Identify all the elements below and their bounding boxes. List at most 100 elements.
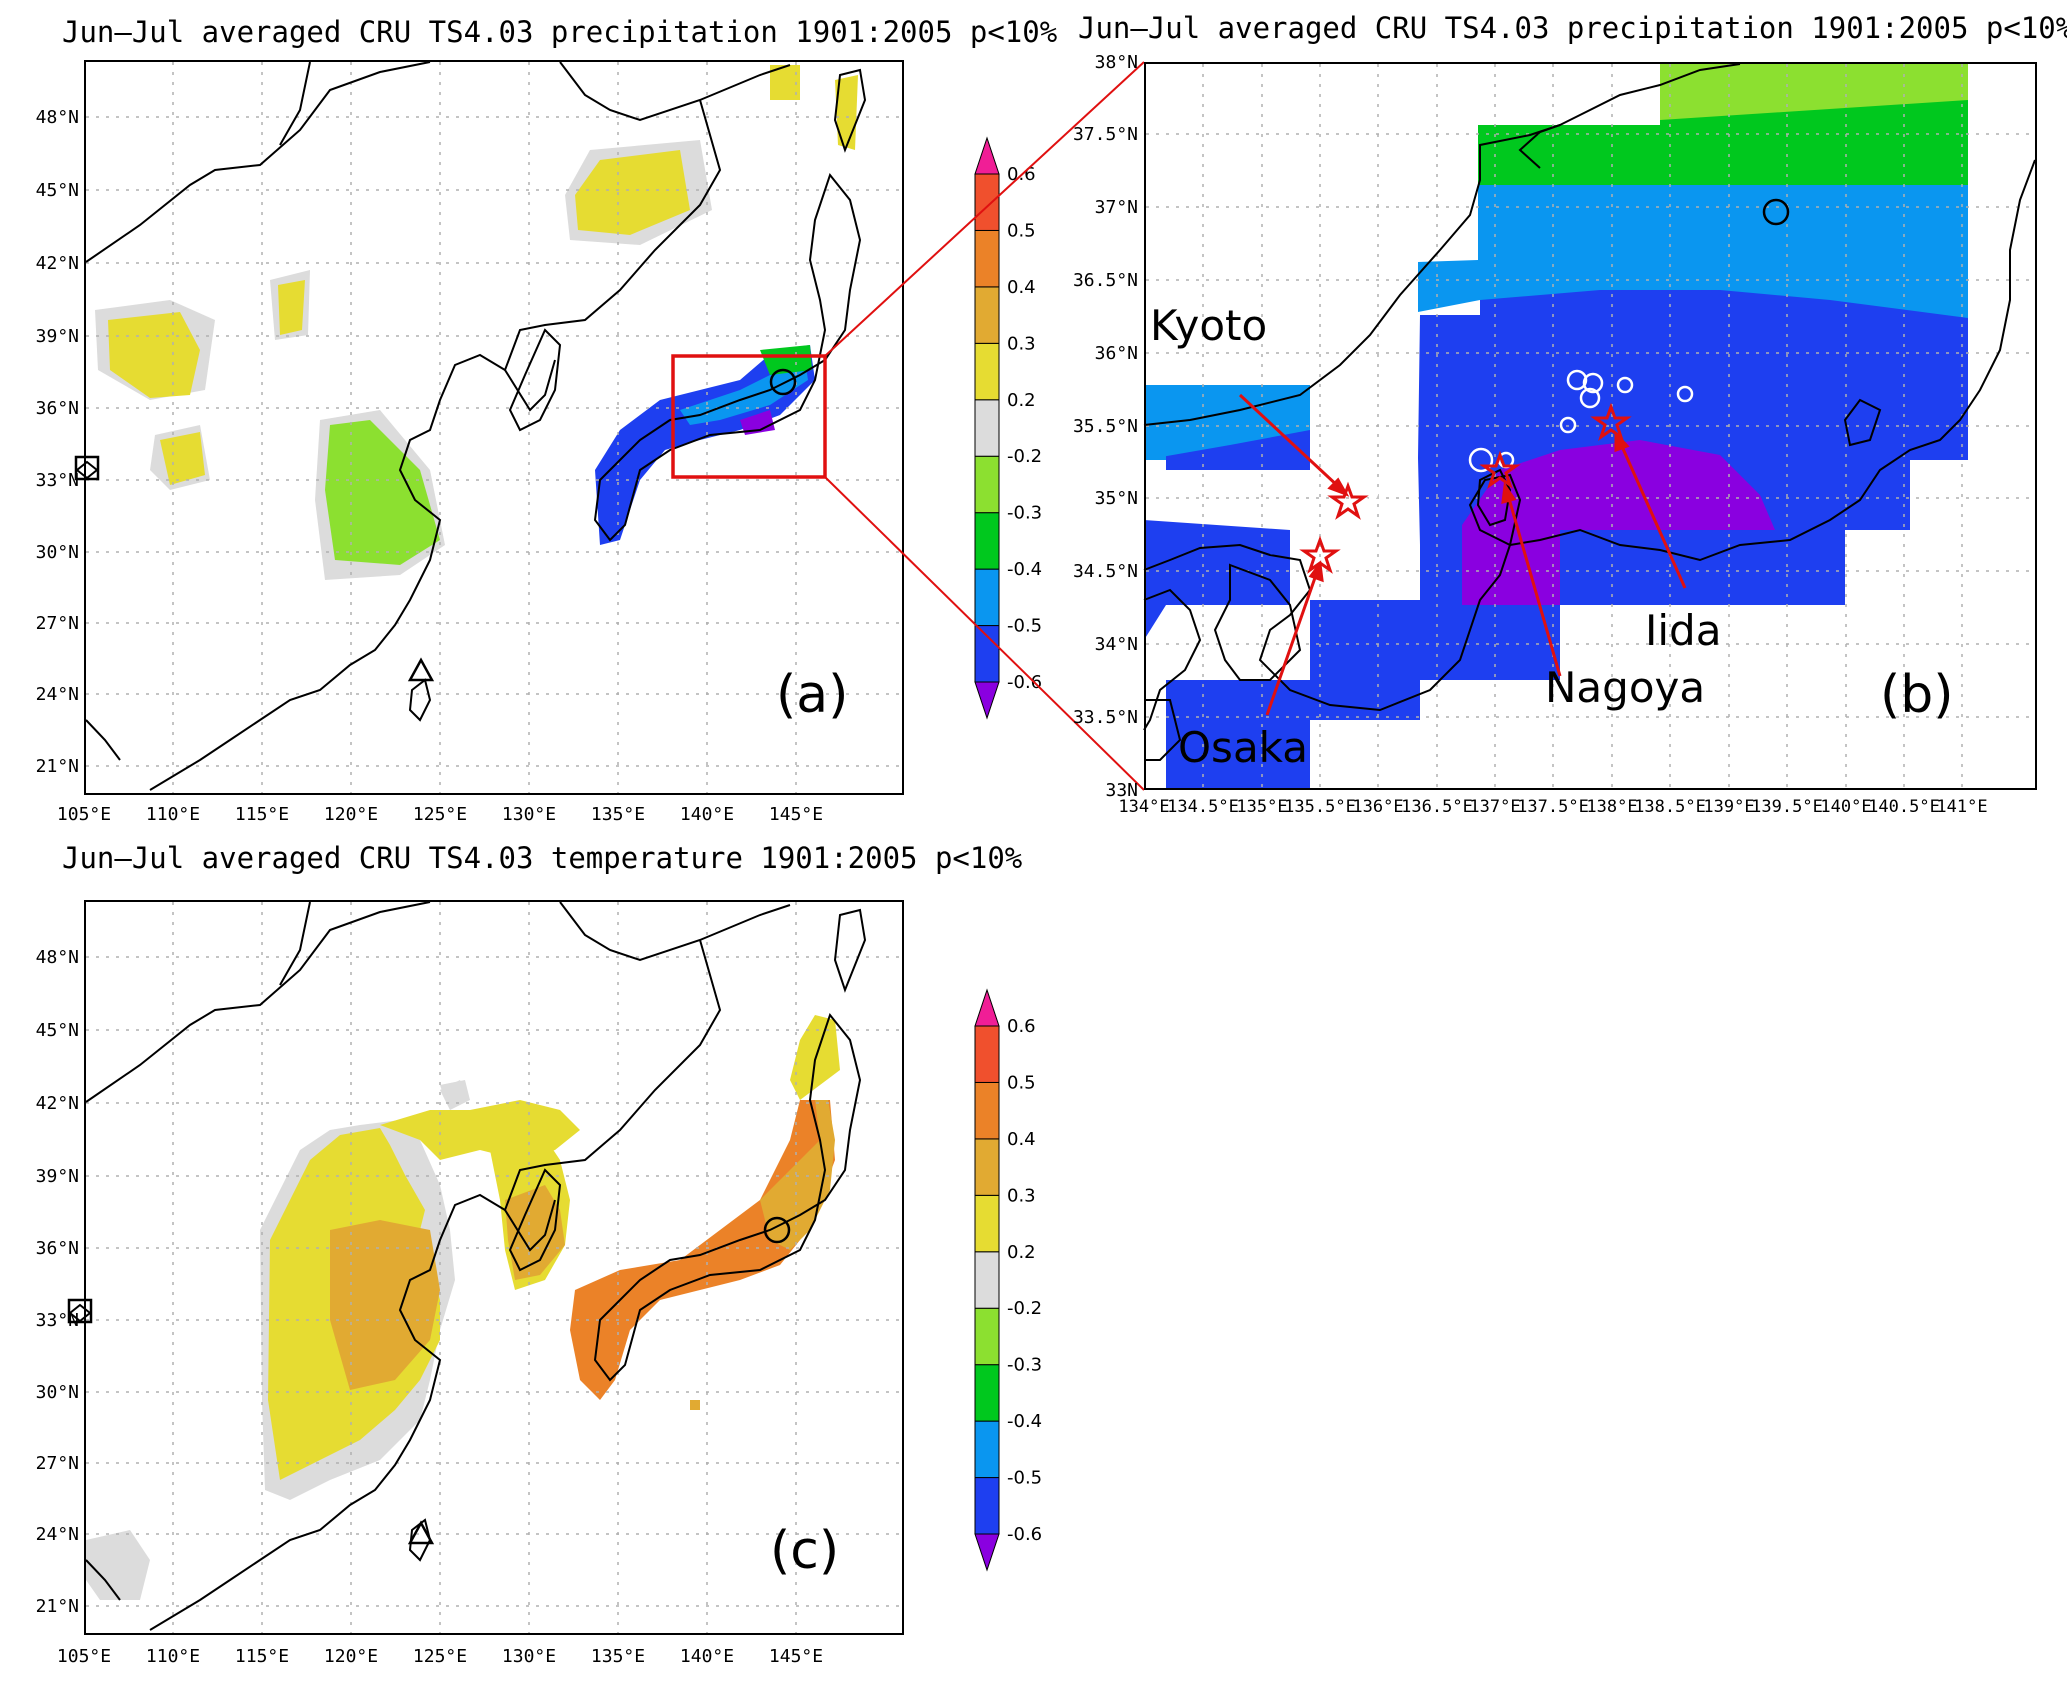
colorbar-segment	[974, 1477, 1000, 1535]
panel-b-stations	[1346, 369, 1694, 562]
svg-text:130°E: 130°E	[502, 804, 556, 825]
svg-text:134°E: 134°E	[1118, 797, 1169, 817]
colorbar-tick-label: 0.6	[1007, 1016, 1036, 1037]
panel-b-coastlines	[1143, 63, 2036, 761]
svg-text:36°N: 36°N	[36, 1238, 79, 1259]
panel-c-map: (c)	[67, 900, 904, 1635]
city-label-nagoya: Nagoya	[1545, 663, 1705, 712]
station-circle-marker	[769, 368, 797, 396]
svg-text:36.5°N: 36.5°N	[1073, 270, 1138, 291]
panel-c-label: (c)	[770, 1521, 839, 1581]
colorbar-segment	[974, 988, 1000, 1027]
colorbar-segment	[974, 1420, 1000, 1479]
svg-text:136°E: 136°E	[1352, 797, 1403, 817]
colorbar-segment	[974, 286, 1000, 344]
svg-text:30°N: 30°N	[36, 542, 79, 563]
panel-a-map: (a)	[74, 60, 904, 795]
svg-text:37.5°N: 37.5°N	[1073, 124, 1138, 145]
svg-text:42°N: 42°N	[36, 253, 79, 274]
colorbar-tick-label: 0.5	[1007, 1072, 1036, 1093]
panel-b-grid	[1146, 64, 2035, 788]
svg-text:137.5°E: 137.5°E	[1517, 797, 1589, 817]
svg-text:45°N: 45°N	[36, 1020, 79, 1041]
svg-text:134.5°E: 134.5°E	[1167, 797, 1239, 817]
city-label-osaka: Osaka	[1178, 723, 1308, 772]
svg-text:145°E: 145°E	[769, 1646, 823, 1667]
svg-text:35.5°N: 35.5°N	[1073, 416, 1138, 437]
svg-text:120°E: 120°E	[324, 804, 378, 825]
colorbar-tick-label: -0.3	[1007, 503, 1042, 524]
colorbar-tick-label: -0.2	[1007, 446, 1042, 467]
panel-a-label: (a)	[776, 665, 848, 725]
colorbar-segment	[974, 136, 1000, 175]
svg-text:138°E: 138°E	[1586, 797, 1637, 817]
svg-text:115°E: 115°E	[235, 1646, 289, 1667]
colorbar-temperature: -0.6 -0.5 -0.4 -0.3 -0.2 0.2 0.3 0.4 0.5 0.6	[974, 988, 1042, 1572]
panel-c-shading	[86, 1015, 840, 1600]
panel-b-map: Kyoto Osaka Nagoya Iida (b)	[1143, 62, 2037, 790]
zoom-box	[671, 354, 827, 479]
panel-b-shading	[1144, 62, 1968, 790]
svg-text:105°E: 105°E	[57, 1646, 111, 1667]
city-label-kyoto: Kyoto	[1150, 301, 1267, 350]
colorbar-segment	[974, 399, 1000, 457]
svg-text:145°E: 145°E	[769, 804, 823, 825]
diamond-marker	[75, 460, 99, 480]
svg-text:141°E: 141°E	[1936, 797, 1987, 817]
colorbar-precipitation: -0.6-0.5-0.4-0.3-0.20.20.30.40.50.6	[974, 136, 1042, 720]
svg-text:136.5°E: 136.5°E	[1401, 797, 1473, 817]
panel-b-label: (b)	[1880, 665, 1954, 725]
svg-text:138.5°E: 138.5°E	[1634, 797, 1706, 817]
svg-text:36°N: 36°N	[1095, 343, 1138, 364]
colorbar-segment	[974, 1081, 1000, 1140]
iida-star-icon	[1590, 402, 1632, 441]
colorbar-segment	[974, 1533, 1000, 1572]
panel-b-title: Jun–Jul averaged CRU TS4.03 precipitatio…	[1078, 11, 2067, 45]
colorbar-tick-label: -0.6	[1007, 1524, 1042, 1545]
svg-text:21°N: 21°N	[36, 756, 79, 777]
colorbar-tick-label: 0.5	[1007, 220, 1036, 241]
svg-text:140°E: 140°E	[1820, 797, 1871, 817]
kyoto-star-icon	[1327, 481, 1369, 520]
svg-text:140°E: 140°E	[680, 804, 734, 825]
colorbar-segment	[974, 1138, 1000, 1196]
colorbar-segment	[974, 342, 1000, 401]
svg-text:34.5°N: 34.5°N	[1073, 561, 1138, 582]
svg-text:27°N: 27°N	[36, 613, 79, 634]
svg-text:130°E: 130°E	[502, 1646, 556, 1667]
svg-text:33°N: 33°N	[36, 470, 79, 491]
svg-text:42°N: 42°N	[36, 1093, 79, 1114]
colorbar-tick-label: -0.5	[1007, 616, 1042, 637]
svg-text:37°N: 37°N	[1095, 197, 1138, 218]
svg-text:34°N: 34°N	[1095, 634, 1138, 655]
panel-c-title: Jun–Jul averaged CRU TS4.03 temperature …	[62, 841, 1022, 875]
panel-a-grid	[86, 62, 902, 793]
svg-text:110°E: 110°E	[146, 804, 200, 825]
panel-a-lon-ticks: 105°E 110°E 115°E 120°E 125°E 130°E 135°…	[57, 804, 823, 825]
station-circle-marker	[1762, 198, 1790, 226]
colorbar-segment	[974, 455, 1000, 514]
colorbar-tick-label: 0.4	[1007, 277, 1036, 298]
svg-text:27°N: 27°N	[36, 1453, 79, 1474]
svg-text:120°E: 120°E	[324, 1646, 378, 1667]
svg-text:110°E: 110°E	[146, 1646, 200, 1667]
panel-c-grid	[86, 902, 902, 1633]
svg-text:135°E: 135°E	[591, 1646, 645, 1667]
city-arrows	[1238, 393, 1687, 716]
svg-text:33.5°N: 33.5°N	[1073, 707, 1138, 728]
svg-text:39°N: 39°N	[36, 326, 79, 347]
colorbar-segment	[974, 1194, 1000, 1253]
colorbar-tick-label: 0.3	[1007, 333, 1036, 354]
panel-c-lon-ticks: 105°E 110°E 115°E 120°E 125°E 130°E 135°…	[57, 1646, 823, 1667]
city-label-iida: Iida	[1645, 606, 1721, 655]
svg-text:36°N: 36°N	[36, 398, 79, 419]
svg-text:115°E: 115°E	[235, 804, 289, 825]
svg-text:139°E: 139°E	[1703, 797, 1754, 817]
panel-c-lat-ticks: 21°N 24°N 27°N 30°N 33°N 36°N 39°N 42°N …	[36, 947, 79, 1617]
svg-text:48°N: 48°N	[36, 107, 79, 128]
colorbar-segment	[974, 681, 1000, 720]
svg-text:105°E: 105°E	[57, 804, 111, 825]
colorbar-tick-label: -0.3	[1007, 1355, 1042, 1376]
colorbar-segment	[974, 1364, 1000, 1422]
